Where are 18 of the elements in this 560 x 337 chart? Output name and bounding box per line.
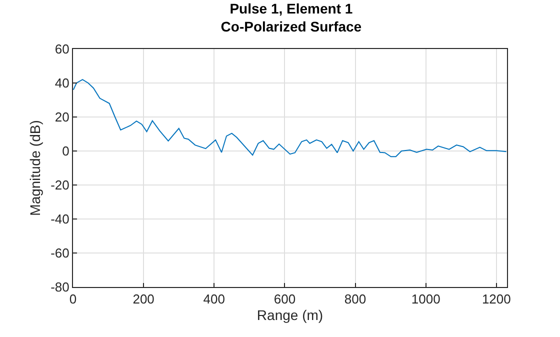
x-tick-label: 200 (132, 292, 154, 307)
x-tick-label: 800 (344, 292, 366, 307)
y-tick-label: 0 (62, 144, 70, 159)
y-tick-label: 60 (54, 42, 70, 57)
x-tick-label: 600 (274, 292, 296, 307)
x-axis-title: Range (m) (256, 306, 324, 323)
y-tick-label: -40 (50, 212, 70, 227)
x-tick-label: 1000 (411, 292, 440, 307)
chart-title: Pulse 1, Element 1 Co-Polarized Surface (220, 0, 362, 35)
line-series (73, 79, 507, 158)
y-tick-label: 20 (54, 110, 70, 125)
x-tick-label: 400 (203, 292, 225, 307)
y-tick-label: -20 (50, 178, 70, 193)
x-tick-label: 1200 (482, 292, 511, 307)
y-tick-label: 40 (54, 76, 70, 91)
y-tick-label: -60 (50, 246, 70, 261)
y-tick-label: -80 (50, 280, 70, 295)
y-axis-title: Magnitude (dB) (27, 120, 44, 216)
